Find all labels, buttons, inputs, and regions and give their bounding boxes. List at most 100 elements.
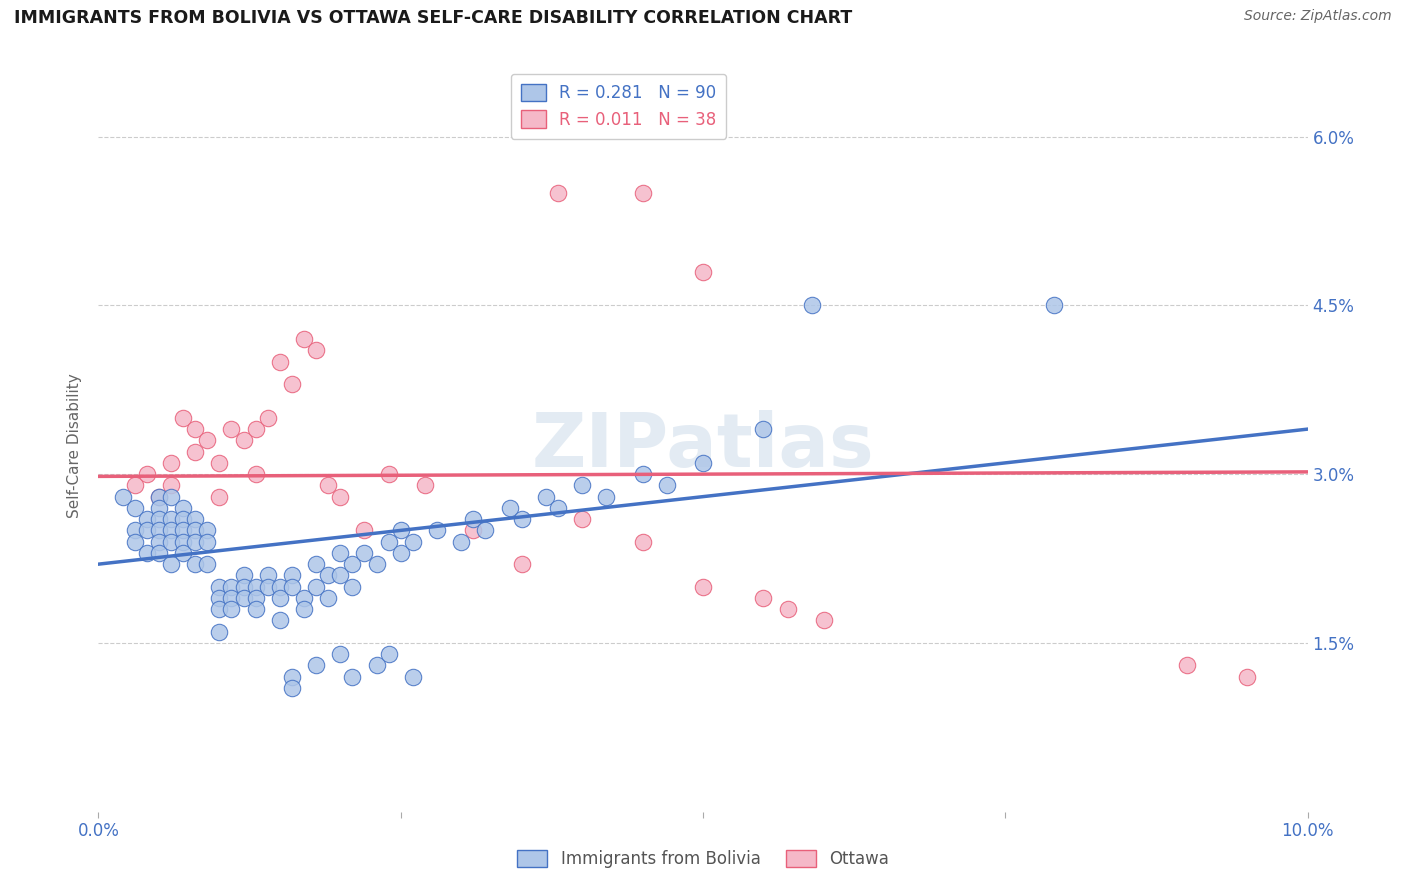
- Point: [184, 534, 207, 549]
- Point: [221, 591, 243, 605]
- Point: [172, 500, 194, 515]
- Point: [184, 524, 207, 538]
- Point: [498, 500, 520, 515]
- Point: [269, 614, 291, 628]
- Text: ZIPatlas: ZIPatlas: [531, 409, 875, 483]
- Point: [463, 524, 485, 538]
- Point: [305, 580, 328, 594]
- Point: [547, 500, 569, 515]
- Point: [413, 478, 436, 492]
- Point: [195, 434, 218, 448]
- Point: [184, 444, 207, 458]
- Point: [389, 546, 412, 560]
- Point: [692, 264, 714, 278]
- Point: [208, 456, 231, 470]
- Point: [800, 298, 823, 312]
- Point: [813, 614, 835, 628]
- Legend: R = 0.281   N = 90, R = 0.011   N = 38: R = 0.281 N = 90, R = 0.011 N = 38: [510, 74, 725, 138]
- Point: [571, 512, 593, 526]
- Point: [208, 580, 231, 594]
- Point: [245, 467, 267, 482]
- Point: [692, 456, 714, 470]
- Point: [692, 580, 714, 594]
- Point: [135, 467, 157, 482]
- Point: [148, 512, 170, 526]
- Point: [160, 456, 183, 470]
- Point: [172, 410, 194, 425]
- Point: [124, 534, 146, 549]
- Point: [160, 524, 183, 538]
- Point: [208, 490, 231, 504]
- Point: [195, 524, 218, 538]
- Point: [342, 670, 364, 684]
- Point: [256, 580, 278, 594]
- Point: [329, 568, 352, 582]
- Point: [232, 580, 254, 594]
- Point: [776, 602, 799, 616]
- Point: [221, 580, 243, 594]
- Point: [172, 524, 194, 538]
- Point: [124, 500, 146, 515]
- Point: [172, 546, 194, 560]
- Point: [124, 524, 146, 538]
- Point: [450, 534, 472, 549]
- Text: IMMIGRANTS FROM BOLIVIA VS OTTAWA SELF-CARE DISABILITY CORRELATION CHART: IMMIGRANTS FROM BOLIVIA VS OTTAWA SELF-C…: [14, 9, 852, 27]
- Point: [631, 186, 654, 200]
- Point: [571, 478, 593, 492]
- Point: [1236, 670, 1258, 684]
- Point: [595, 490, 617, 504]
- Point: [269, 580, 291, 594]
- Point: [160, 478, 183, 492]
- Point: [256, 410, 278, 425]
- Point: [342, 580, 364, 594]
- Point: [292, 602, 315, 616]
- Point: [377, 647, 399, 661]
- Point: [353, 546, 375, 560]
- Point: [353, 524, 375, 538]
- Point: [245, 580, 267, 594]
- Point: [160, 490, 183, 504]
- Point: [316, 568, 339, 582]
- Point: [631, 467, 654, 482]
- Y-axis label: Self-Care Disability: Self-Care Disability: [67, 374, 83, 518]
- Point: [547, 186, 569, 200]
- Point: [221, 422, 243, 436]
- Point: [316, 478, 339, 492]
- Point: [148, 490, 170, 504]
- Point: [195, 557, 218, 571]
- Point: [172, 512, 194, 526]
- Point: [160, 512, 183, 526]
- Point: [160, 534, 183, 549]
- Point: [342, 557, 364, 571]
- Point: [655, 478, 678, 492]
- Point: [752, 591, 775, 605]
- Point: [402, 534, 425, 549]
- Point: [631, 534, 654, 549]
- Point: [245, 591, 267, 605]
- Point: [184, 422, 207, 436]
- Point: [148, 524, 170, 538]
- Point: [389, 524, 412, 538]
- Point: [135, 512, 157, 526]
- Point: [329, 546, 352, 560]
- Point: [1175, 658, 1198, 673]
- Point: [148, 500, 170, 515]
- Point: [160, 557, 183, 571]
- Point: [269, 354, 291, 368]
- Point: [184, 512, 207, 526]
- Point: [281, 580, 304, 594]
- Point: [232, 591, 254, 605]
- Legend: Immigrants from Bolivia, Ottawa: Immigrants from Bolivia, Ottawa: [510, 843, 896, 875]
- Point: [510, 512, 533, 526]
- Point: [111, 490, 134, 504]
- Point: [124, 478, 146, 492]
- Point: [366, 658, 388, 673]
- Point: [305, 658, 328, 673]
- Point: [366, 557, 388, 571]
- Point: [281, 670, 304, 684]
- Point: [1042, 298, 1064, 312]
- Point: [269, 591, 291, 605]
- Point: [752, 422, 775, 436]
- Point: [135, 546, 157, 560]
- Point: [208, 624, 231, 639]
